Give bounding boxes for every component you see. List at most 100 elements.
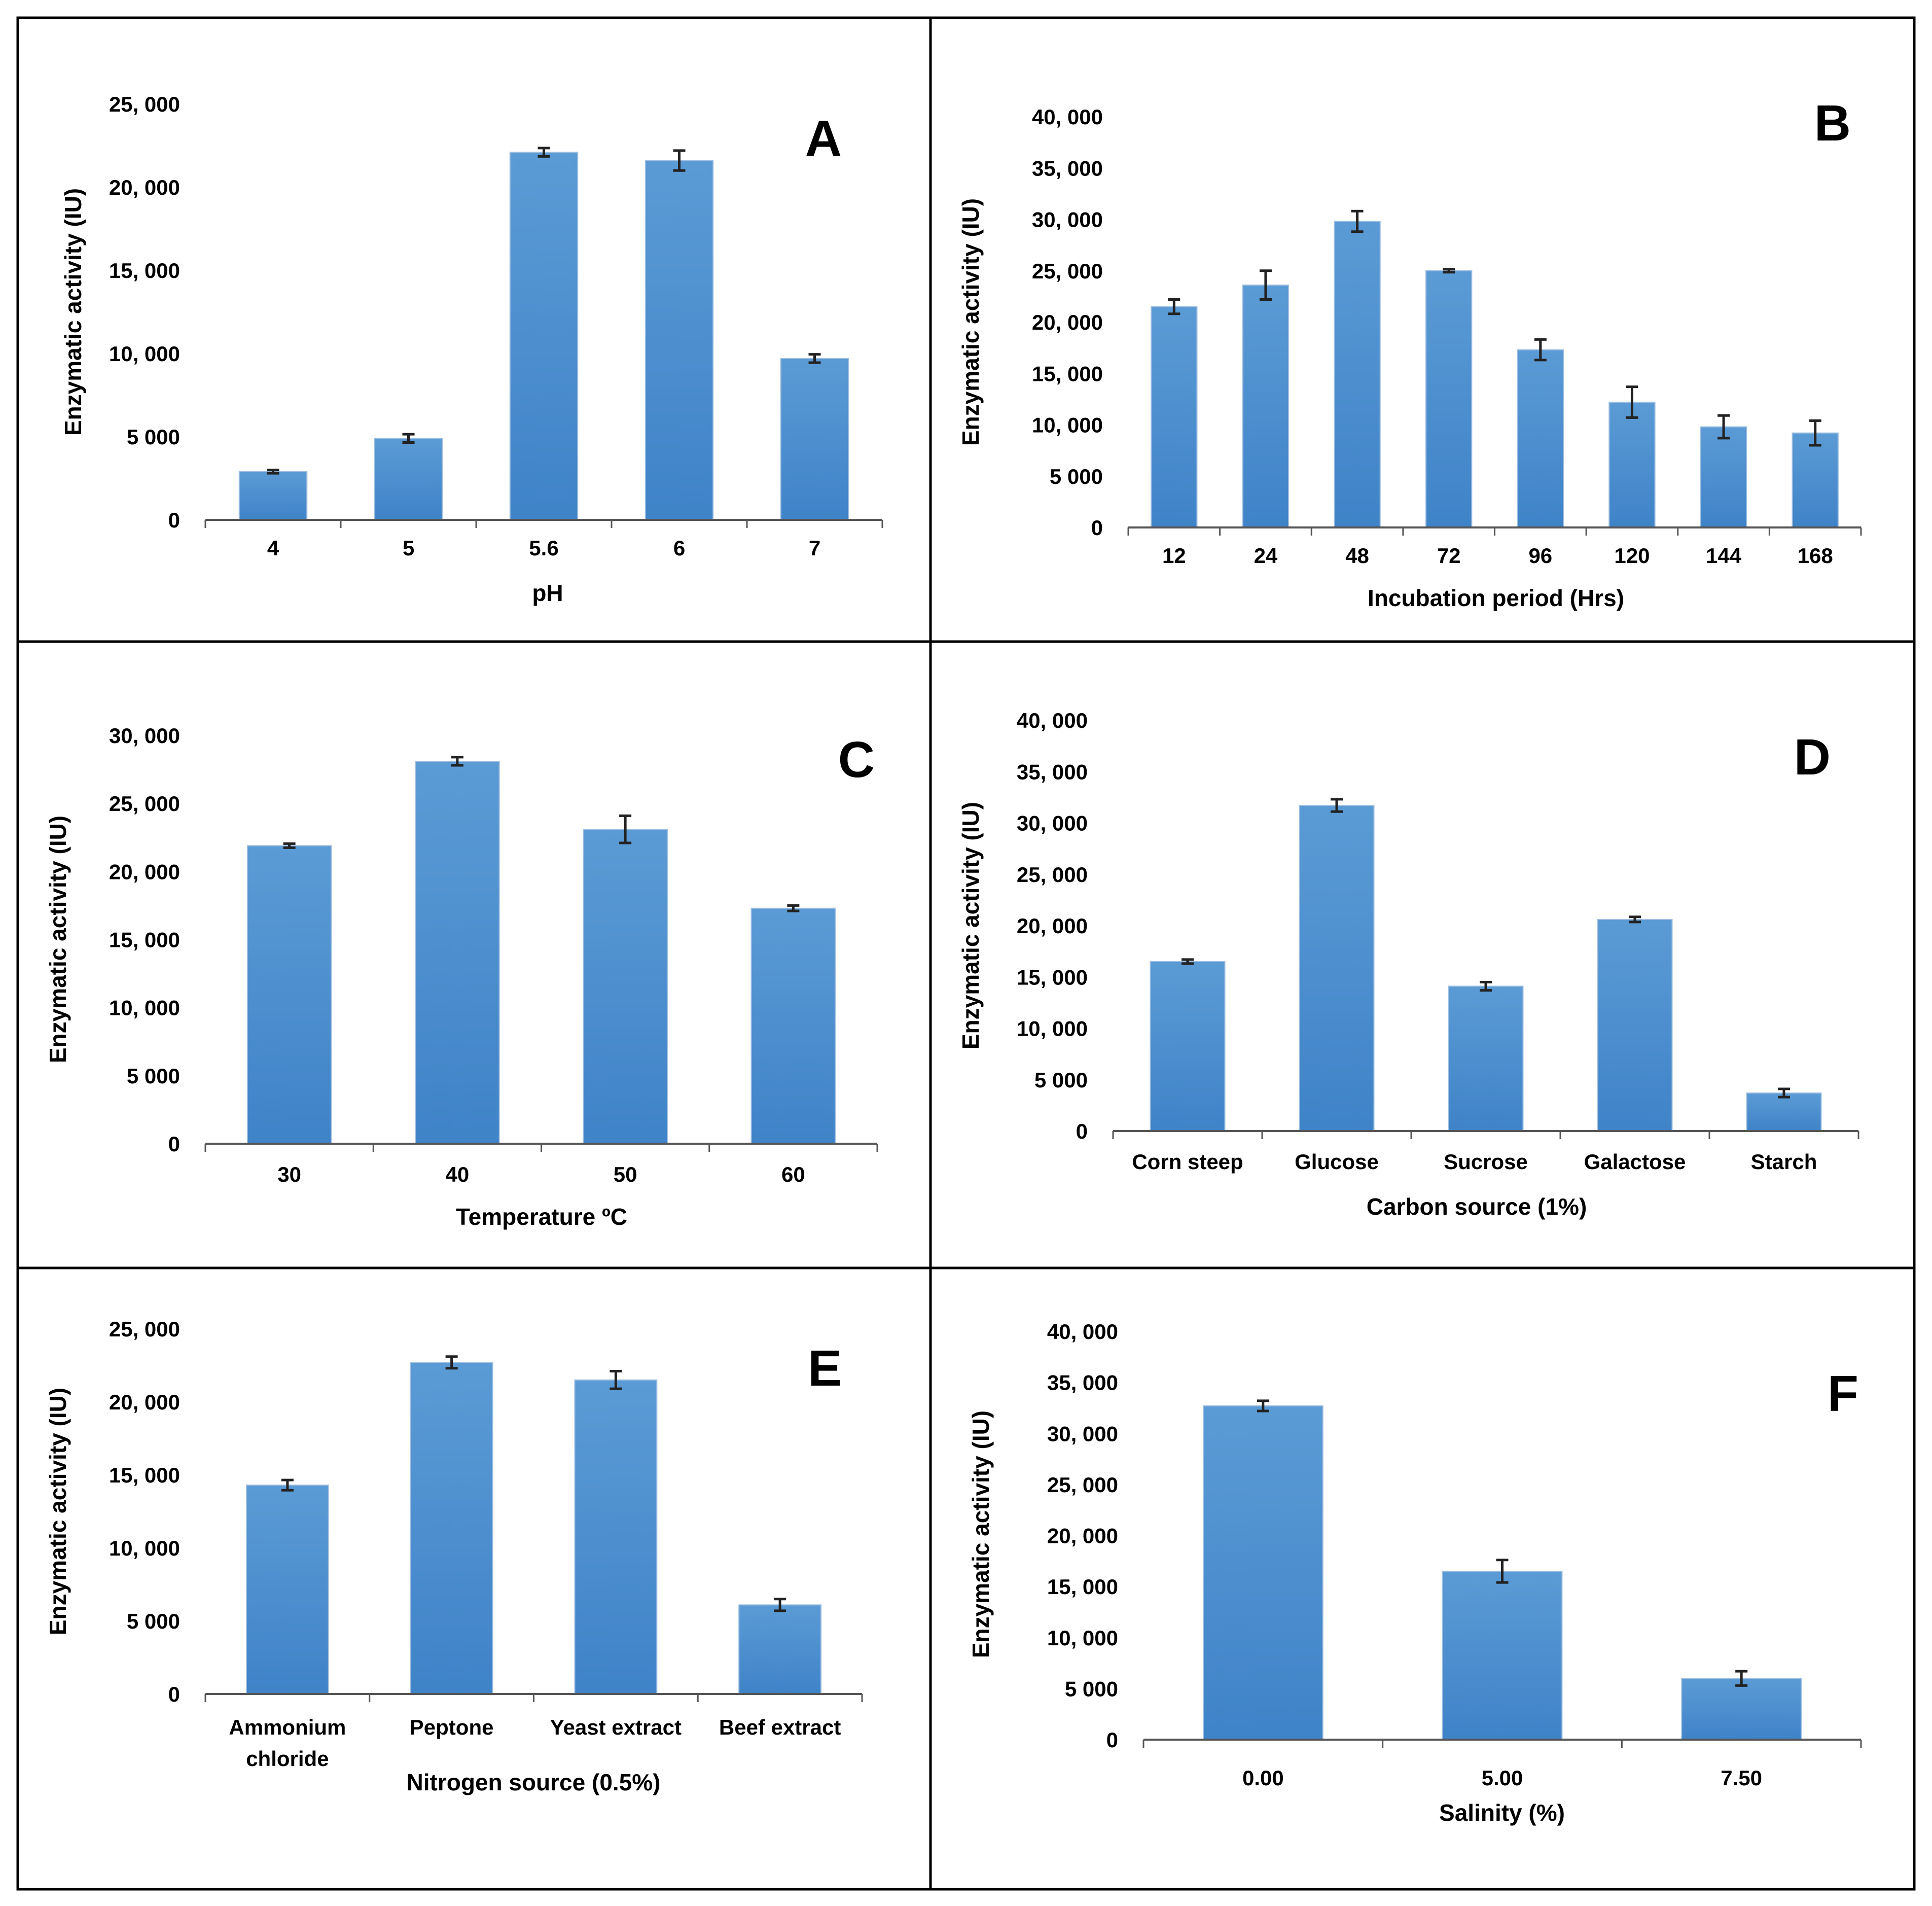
panel-a-bar-0 [238, 471, 308, 521]
panel-c-y-tick-label-6: 30, 000 [109, 724, 180, 748]
panel-c-bar-2 [583, 829, 668, 1144]
panel-c-letter: C [838, 731, 875, 788]
panel-f-x-axis-label: Salinity (%) [1439, 1799, 1565, 1826]
panel-d-y-axis-label: Enzymatic activity (IU) [957, 802, 984, 1049]
panel-c-y-tick-label-4: 20, 000 [109, 860, 180, 884]
panel-b-error-bar-4 [1534, 338, 1547, 362]
panel-c-y-tick-label-5: 25, 000 [109, 792, 180, 816]
panel-b-bar-2 [1334, 221, 1381, 528]
panel-a-y-tick-label-0: 0 [168, 508, 180, 532]
panel-b-x-tick-label-1: 24 [1254, 544, 1278, 568]
panel-e-bar-1 [410, 1362, 493, 1695]
panel-e: 0 5 000 10, 000 15, 000 20, 000 25, 000 Ammoni… [45, 1317, 863, 1795]
panel-a-bar-4 [780, 358, 849, 521]
panel-b-x-tick-label-7: 168 [1798, 544, 1833, 568]
panel-c-y-tick-label-3: 15, 000 [109, 928, 180, 952]
panel-a-y-tick-label-1: 5 000 [127, 425, 180, 449]
panel-a-error-bar-0 [267, 469, 279, 475]
panel-b-y-tick-label-0: 0 [1091, 516, 1103, 540]
panel-d-x-tick-label-3: Galactose [1584, 1150, 1686, 1174]
panel-e-error-bar-1 [445, 1355, 458, 1370]
panel-e-x-tick-label-1: Peptone [410, 1715, 494, 1739]
panel-b-error-bar-5 [1626, 385, 1638, 419]
panel-e-bar-3 [738, 1604, 822, 1695]
panel-b-bar-7 [1792, 432, 1839, 528]
panel-b-error-bar-1 [1259, 269, 1272, 301]
panel-b-bar-6 [1700, 426, 1747, 528]
panel-c: 0 5 000 10, 000 15, 000 20, 000 25, 000 30, 00… [45, 724, 878, 1230]
panel-f-y-tick-label-2: 10, 000 [1047, 1626, 1118, 1650]
panel-b-x-axis-label: Incubation period (Hrs) [1368, 585, 1624, 611]
panel-a-bar-1 [374, 438, 443, 521]
panel-b: 0 5 000 10, 000 15, 000 20, 000 25, 000 30, 00… [957, 95, 1862, 611]
panel-e-y-tick-label-0: 0 [168, 1682, 180, 1706]
panel-c-x-tick-label-1: 40 [446, 1162, 470, 1186]
panel-a-error-bar-4 [808, 353, 821, 364]
panel-e-letter: E [808, 1340, 842, 1397]
panel-e-y-tick-label-4: 20, 000 [109, 1390, 180, 1414]
panel-a-x-axis-label: pH [532, 580, 563, 606]
panel-e-x-tick-label-0-line-1: chloride [246, 1747, 329, 1771]
panel-b-y-tick-label-6: 30, 000 [1032, 208, 1103, 232]
panel-e-x-tick-label-2: Yeast extract [550, 1715, 682, 1739]
panel-a-x-tick-label-3: 6 [673, 536, 685, 560]
panel-c-y-tick-label-1: 5 000 [127, 1064, 180, 1088]
panel-e-x-axis-label: Nitrogen source (0.5%) [407, 1769, 661, 1795]
panel-d-letter: D [1794, 729, 1831, 786]
panel-a: 0 5 000 10, 000 15, 000 20, 000 25, 000 4 5 5.6 6… [60, 92, 883, 606]
panel-b-error-bar-6 [1718, 414, 1730, 440]
panel-d-y-tick-label-7: 35, 000 [1017, 760, 1088, 784]
panel-e-bar-2 [574, 1379, 658, 1695]
panel-c-bar-3 [750, 907, 836, 1144]
panel-d-bar-4 [1746, 1092, 1822, 1132]
panel-a-x-tick-label-4: 7 [809, 536, 820, 560]
panel-b-x-tick-label-4: 96 [1528, 544, 1552, 568]
panel-d-y-tick-label-0: 0 [1076, 1119, 1088, 1143]
panel-f-bar-1 [1442, 1570, 1563, 1740]
panel-a-y-axis-label: Enzymatic activity (IU) [60, 188, 86, 436]
panel-f-error-bar-0 [1257, 1399, 1269, 1413]
panel-b-y-tick-label-3: 15, 000 [1032, 362, 1103, 385]
panel-e-y-axis-label: Enzymatic activity (IU) [45, 1388, 71, 1635]
panel-c-x-tick-label-3: 60 [781, 1162, 805, 1186]
panel-f-y-tick-label-8: 40, 000 [1047, 1320, 1118, 1344]
panel-a-x-tick-label-0: 4 [267, 536, 279, 560]
panel-f-error-bar-2 [1735, 1670, 1748, 1687]
panel-f-y-tick-label-6: 30, 000 [1047, 1422, 1118, 1445]
panel-b-y-tick-label-4: 20, 000 [1032, 310, 1103, 334]
panel-d: 0 5 000 10, 000 15, 000 20, 000 25, 000 30, 00… [957, 709, 1859, 1220]
panel-d-x-tick-label-1: Glucose [1295, 1150, 1379, 1174]
panels: 0 5 000 10, 000 15, 000 20, 000 25, 000 4 5 5.6 6… [45, 92, 1862, 1826]
panel-e-y-tick-label-5: 25, 000 [109, 1317, 180, 1341]
panel-a-error-bar-1 [402, 433, 415, 444]
panel-d-x-axis-label: Carbon source (1%) [1367, 1193, 1587, 1220]
panel-c-y-tick-label-0: 0 [168, 1132, 180, 1156]
panel-e-y-tick-label-3: 15, 000 [109, 1463, 180, 1487]
panel-e-x-tick-label-3: Beef extract [719, 1715, 841, 1739]
panel-f-y-tick-label-4: 20, 000 [1047, 1524, 1118, 1548]
panel-f-y-tick-label-7: 35, 000 [1047, 1371, 1118, 1395]
panel-d-y-tick-label-5: 25, 000 [1017, 863, 1088, 887]
panel-c-bar-0 [246, 845, 332, 1144]
panel-b-y-tick-label-8: 40, 000 [1032, 105, 1103, 129]
panel-d-x-tick-label-4: Starch [1751, 1150, 1817, 1174]
panel-e-x-tick-label-0-line-0: Ammonium [229, 1715, 346, 1739]
panel-d-bar-3 [1597, 919, 1673, 1132]
panel-d-error-bar-1 [1331, 798, 1343, 813]
panel-d-x-tick-label-2: Sucrose [1444, 1150, 1528, 1174]
panel-c-x-axis-label: Temperature ºC [456, 1204, 627, 1230]
panel-c-y-axis-label: Enzymatic activity (IU) [45, 816, 71, 1063]
panel-c-x-tick-label-2: 50 [614, 1162, 637, 1186]
panel-b-error-bar-3 [1443, 268, 1455, 274]
panel-d-bar-1 [1299, 805, 1375, 1132]
panel-c-x-tick-label-0: 30 [277, 1162, 301, 1186]
panel-b-error-bar-7 [1809, 419, 1821, 447]
panel-d-y-tick-label-4: 20, 000 [1017, 914, 1088, 938]
panel-b-bar-1 [1242, 285, 1290, 528]
panel-b-bar-5 [1608, 401, 1656, 528]
panel-e-error-bar-3 [774, 1598, 786, 1612]
panel-a-y-tick-label-5: 25, 000 [109, 92, 180, 116]
panel-e-bar-0 [245, 1485, 329, 1695]
panel-d-y-tick-label-1: 5 000 [1034, 1068, 1088, 1092]
